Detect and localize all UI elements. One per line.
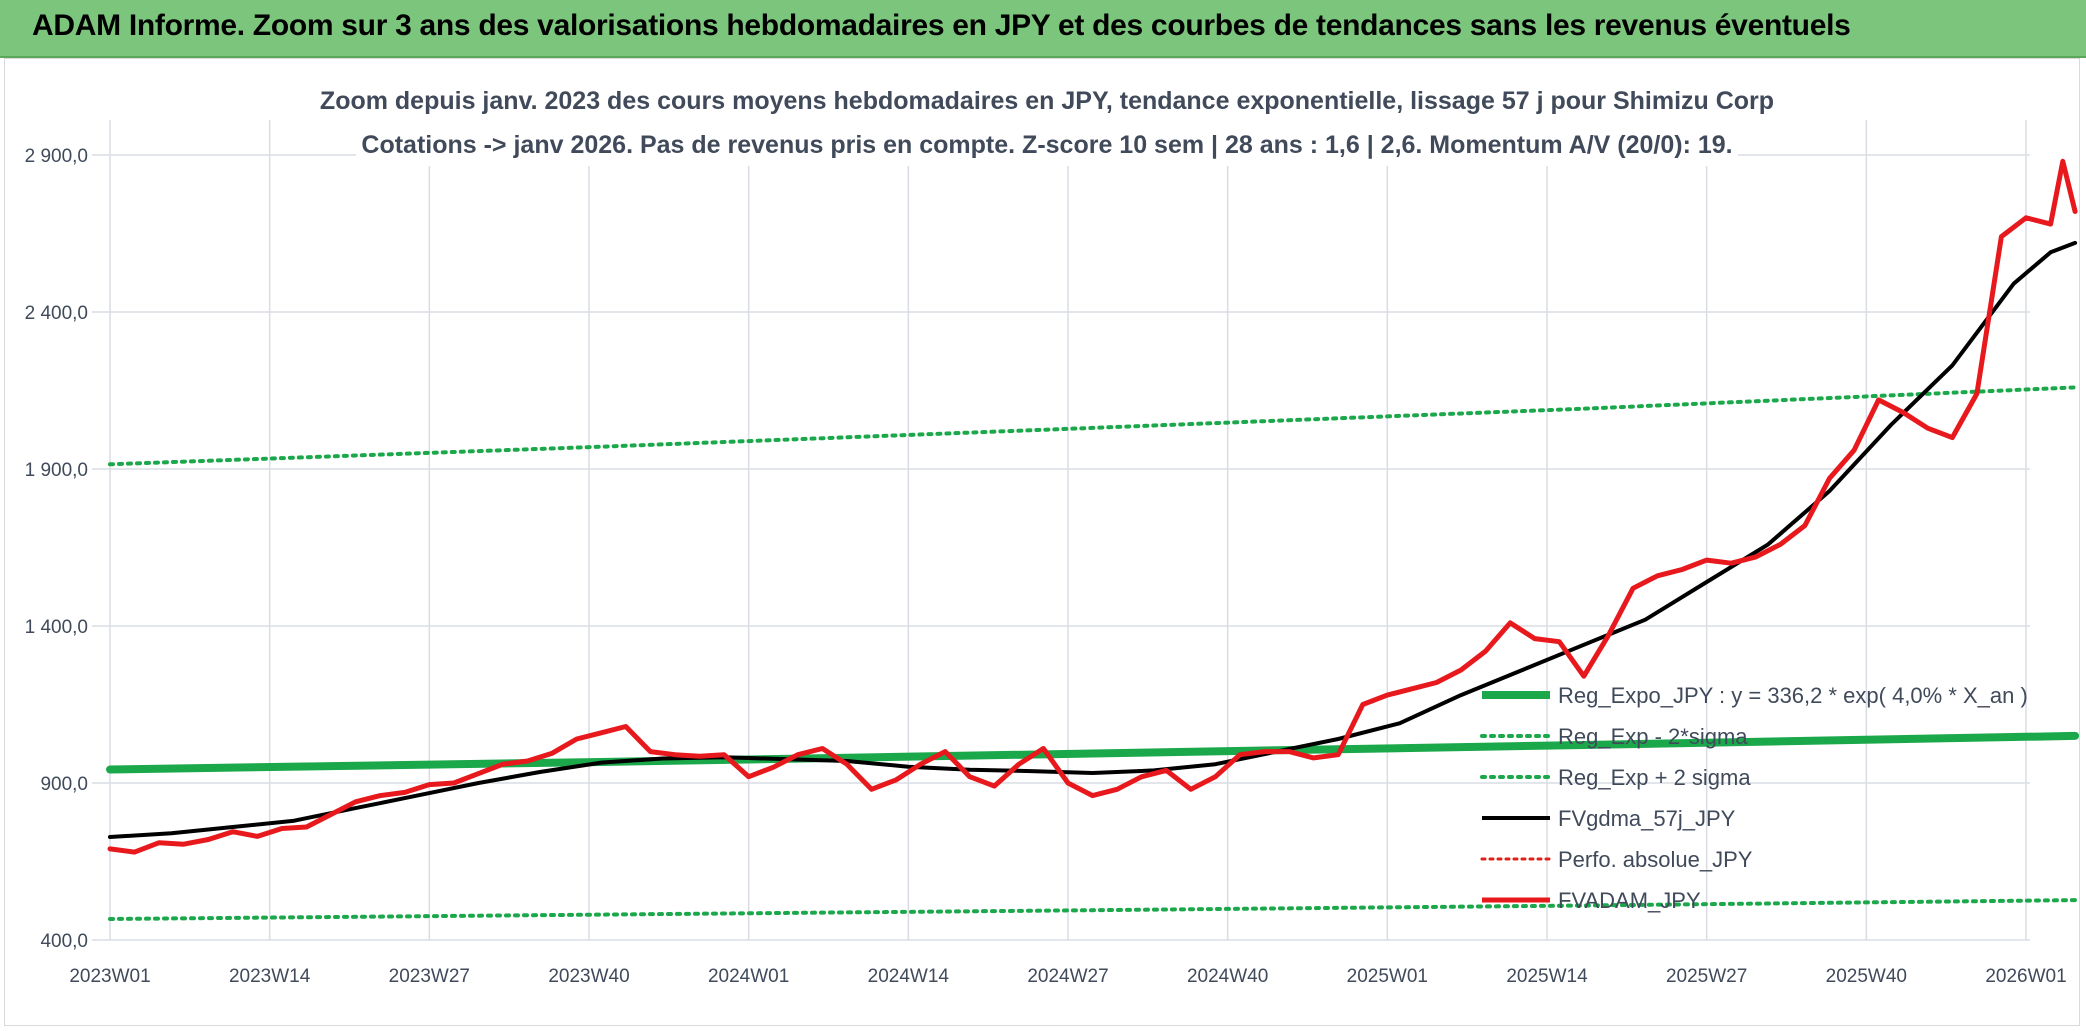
x-tick-label: 2025W14 (1506, 966, 1588, 987)
y-tick-label: 400,0 (40, 931, 88, 952)
y-tick-label: 900,0 (40, 774, 88, 795)
legend-label-3: FVgdma_57j_JPY (1558, 806, 1736, 831)
x-tick-label: 2024W40 (1187, 966, 1268, 987)
x-tick-label: 2024W14 (868, 966, 950, 987)
legend-label-5: FVADAM_JPY (1558, 888, 1701, 913)
x-tick-label: 2026W01 (1985, 966, 2066, 987)
chart-frame (4, 58, 2080, 1026)
legend-label-0: Reg_Expo_JPY : y = 336,2 * exp( 4,0% * X… (1558, 683, 2028, 708)
series-line-1 (108, 898, 2078, 921)
x-tick-label: 2024W27 (1027, 966, 1108, 987)
x-tick-label: 2025W01 (1347, 966, 1428, 987)
series-line-0 (106, 731, 2080, 774)
x-tick-label: 2023W14 (229, 966, 311, 987)
x-tick-label: 2023W40 (548, 966, 629, 987)
x-tick-label: 2024W01 (708, 966, 789, 987)
x-tick-label: 2025W27 (1666, 966, 1747, 987)
report-banner: ADAM Informe. Zoom sur 3 ans des valoris… (0, 0, 2086, 58)
y-tick-label: 1 900,0 (25, 460, 88, 481)
report-title: ADAM Informe. Zoom sur 3 ans des valoris… (32, 9, 1851, 42)
chart-subtitle-line2: Cotations -> janv 2026. Pas de revenus p… (361, 131, 1732, 159)
x-tick-label: 2023W27 (389, 966, 470, 987)
series-lines (106, 158, 2080, 921)
chart-subtitle-line1: Zoom depuis janv. 2023 des cours moyens … (320, 87, 1774, 115)
y-tick-label: 1 400,0 (25, 617, 88, 638)
x-tick-label: 2025W40 (1826, 966, 1907, 987)
legend: Reg_Expo_JPY : y = 336,2 * exp( 4,0% * X… (1480, 683, 2028, 913)
series-line-5 (107, 158, 2078, 855)
legend-label-2: Reg_Exp + 2 sigma (1558, 765, 1751, 790)
gridlines (92, 120, 2030, 941)
legend-label-4: Perfo. absolue_JPY (1558, 847, 1753, 872)
legend-label-1: Reg_Exp - 2*sigma (1558, 724, 1748, 749)
series-line-3 (108, 240, 2078, 839)
series-line-2 (108, 385, 2078, 467)
subtitle-backdrop (356, 76, 1738, 166)
y-axis-ticks: 400,0 900,0 1 400,0 1 900,0 2 400,0 2 900,0 (25, 146, 88, 952)
y-tick-label: 2 400,0 (25, 303, 88, 324)
x-tick-label: 2023W01 (69, 966, 150, 987)
y-tick-label: 2 900,0 (25, 146, 88, 167)
x-axis-ticks: 2023W01 2023W14 2023W27 2023W40 2024W01 2024W… (69, 966, 2066, 987)
